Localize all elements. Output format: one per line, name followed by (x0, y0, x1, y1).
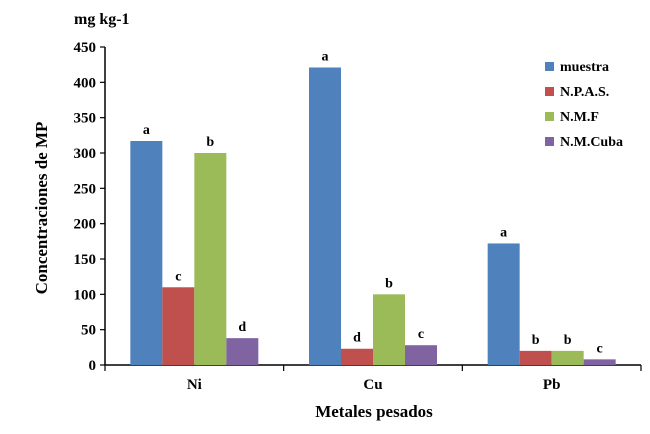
x-axis: Ni Cu Pb (104, 364, 642, 393)
bar (309, 67, 341, 365)
bar (487, 243, 520, 365)
bar (341, 348, 373, 365)
y-tick-label: 150 (74, 252, 97, 268)
y-tick-label: 250 (74, 181, 97, 197)
bar (551, 350, 584, 365)
significance-letter: b (385, 276, 393, 291)
bar (405, 345, 437, 365)
bar (583, 359, 616, 365)
bar (519, 350, 552, 365)
x-axis-title: Metales pesados (315, 402, 433, 421)
legend-label: muestra (560, 60, 609, 75)
unit-label: mg kg-1 (74, 11, 130, 28)
y-axis-title: Concentraciones de MP (32, 122, 51, 295)
y-axis: 0 50 100 150 200 250 300 350 400 450 (74, 40, 106, 374)
y-tick-label: 0 (89, 358, 97, 374)
legend-label: N.M.Cuba (560, 135, 623, 150)
significance-letter: b (564, 333, 572, 348)
legend: muestra N.P.A.S. N.M.F N.M.Cuba (545, 60, 623, 150)
bar (162, 287, 195, 365)
y-tick-label: 300 (74, 146, 97, 162)
bar (194, 153, 227, 365)
significance-letter: c (175, 269, 181, 284)
y-tick-label: 50 (81, 323, 96, 339)
legend-swatch (545, 87, 554, 96)
legend-swatch (545, 62, 554, 71)
significance-letter: a (322, 49, 329, 64)
significance-letter: a (500, 225, 507, 240)
bars-group: a c b d a d b c a b b c (130, 49, 616, 365)
legend-swatch (545, 112, 554, 121)
significance-letter: d (238, 320, 246, 335)
x-category-label: Pb (543, 377, 561, 393)
y-tick-label: 350 (74, 111, 97, 127)
y-tick-label: 200 (74, 217, 97, 233)
x-category-label: Cu (363, 377, 382, 393)
significance-letter: b (532, 333, 540, 348)
bar (226, 338, 259, 365)
y-tick-label: 400 (74, 75, 97, 91)
significance-letter: a (143, 123, 150, 138)
legend-swatch (545, 137, 554, 146)
significance-letter: b (206, 135, 214, 150)
y-tick-label: 100 (74, 287, 97, 303)
x-category-label: Ni (187, 377, 202, 393)
bar (130, 140, 163, 365)
significance-letter: c (418, 327, 424, 342)
y-tick-label: 450 (74, 40, 97, 56)
significance-letter: d (353, 331, 361, 346)
bar (373, 294, 405, 365)
significance-letter: c (597, 341, 603, 356)
legend-label: N.P.A.S. (560, 85, 609, 100)
legend-label: N.M.F (560, 110, 599, 125)
